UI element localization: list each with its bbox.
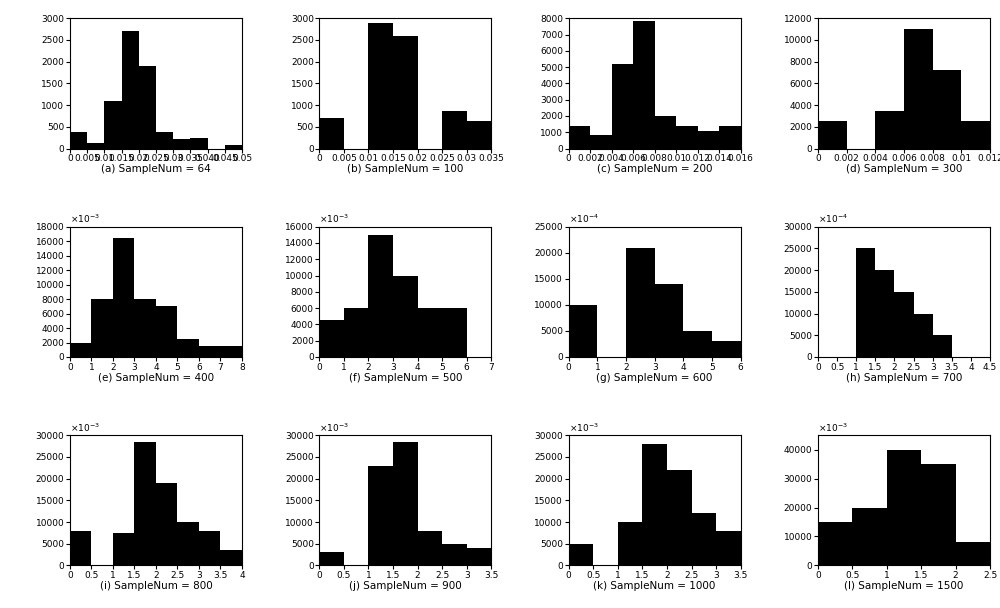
- Bar: [199, 346, 220, 357]
- Bar: [177, 339, 199, 357]
- X-axis label: (k) SampleNum = 1000: (k) SampleNum = 1000: [593, 581, 716, 592]
- Bar: [134, 441, 156, 565]
- Bar: [70, 133, 87, 148]
- Bar: [173, 139, 190, 148]
- Bar: [225, 145, 242, 148]
- Bar: [875, 111, 904, 148]
- Bar: [712, 341, 741, 357]
- Bar: [156, 306, 177, 357]
- Bar: [344, 308, 368, 357]
- Bar: [87, 143, 104, 148]
- X-axis label: (i) SampleNum = 800: (i) SampleNum = 800: [100, 581, 212, 592]
- Bar: [393, 275, 418, 357]
- Bar: [818, 122, 847, 148]
- Bar: [590, 136, 612, 148]
- Bar: [716, 531, 741, 565]
- Bar: [368, 235, 393, 357]
- Bar: [933, 335, 952, 357]
- Bar: [467, 548, 491, 565]
- X-axis label: (j) SampleNum = 900: (j) SampleNum = 900: [349, 581, 462, 592]
- X-axis label: (l) SampleNum = 1500: (l) SampleNum = 1500: [844, 581, 964, 592]
- Bar: [683, 331, 712, 357]
- X-axis label: (d) SampleNum = 300: (d) SampleNum = 300: [846, 165, 962, 174]
- Bar: [642, 444, 667, 565]
- Bar: [122, 31, 139, 148]
- Bar: [875, 270, 894, 357]
- Bar: [442, 544, 467, 565]
- Bar: [894, 292, 914, 357]
- Bar: [618, 522, 642, 565]
- Bar: [818, 522, 852, 565]
- Bar: [368, 22, 393, 148]
- X-axis label: (a) SampleNum = 64: (a) SampleNum = 64: [101, 165, 211, 174]
- Text: $\times\mathdefault{10^{-3}}$: $\times\mathdefault{10^{-3}}$: [818, 421, 848, 434]
- Bar: [113, 238, 134, 357]
- Bar: [319, 320, 344, 357]
- Bar: [220, 550, 242, 565]
- Bar: [914, 314, 933, 357]
- Bar: [933, 71, 961, 148]
- Bar: [467, 121, 491, 148]
- Bar: [655, 116, 676, 148]
- Bar: [569, 305, 597, 357]
- Bar: [442, 111, 467, 148]
- Text: $\times\mathdefault{10^{-3}}$: $\times\mathdefault{10^{-3}}$: [569, 421, 599, 434]
- Text: $\times\mathdefault{10^{-3}}$: $\times\mathdefault{10^{-3}}$: [319, 213, 349, 226]
- Bar: [676, 126, 698, 148]
- Bar: [633, 21, 655, 148]
- Text: $\times\mathdefault{10^{-4}}$: $\times\mathdefault{10^{-4}}$: [569, 213, 599, 226]
- Bar: [655, 284, 683, 357]
- Bar: [418, 531, 442, 565]
- Bar: [856, 249, 875, 357]
- Bar: [442, 308, 467, 357]
- X-axis label: (b) SampleNum = 100: (b) SampleNum = 100: [347, 165, 464, 174]
- Bar: [569, 544, 593, 565]
- Bar: [418, 308, 442, 357]
- Bar: [139, 66, 156, 148]
- Bar: [220, 346, 242, 357]
- Bar: [956, 542, 990, 565]
- Bar: [904, 29, 933, 148]
- Bar: [667, 470, 692, 565]
- Bar: [921, 464, 956, 565]
- Bar: [852, 508, 887, 565]
- Bar: [393, 36, 418, 148]
- X-axis label: (g) SampleNum = 600: (g) SampleNum = 600: [596, 373, 713, 383]
- Bar: [719, 126, 741, 148]
- X-axis label: (f) SampleNum = 500: (f) SampleNum = 500: [349, 373, 462, 383]
- Bar: [104, 101, 122, 148]
- Bar: [887, 450, 921, 565]
- Text: $\times\mathdefault{10^{-4}}$: $\times\mathdefault{10^{-4}}$: [818, 213, 848, 226]
- Bar: [612, 64, 633, 148]
- X-axis label: (h) SampleNum = 700: (h) SampleNum = 700: [846, 373, 962, 383]
- Bar: [156, 483, 177, 565]
- Bar: [961, 122, 990, 148]
- Text: $\times\mathdefault{10^{-3}}$: $\times\mathdefault{10^{-3}}$: [70, 213, 100, 226]
- Bar: [569, 126, 590, 148]
- Bar: [70, 342, 91, 357]
- Bar: [319, 553, 344, 565]
- Bar: [190, 138, 208, 148]
- Bar: [134, 299, 156, 357]
- Bar: [177, 522, 199, 565]
- Bar: [692, 513, 716, 565]
- Bar: [70, 531, 91, 565]
- Text: $\times\mathdefault{10^{-3}}$: $\times\mathdefault{10^{-3}}$: [319, 421, 349, 434]
- Bar: [368, 466, 393, 565]
- Bar: [113, 533, 134, 565]
- X-axis label: (c) SampleNum = 200: (c) SampleNum = 200: [597, 165, 712, 174]
- Text: $\times\mathdefault{10^{-3}}$: $\times\mathdefault{10^{-3}}$: [70, 421, 100, 434]
- Bar: [91, 299, 113, 357]
- Bar: [156, 133, 173, 148]
- X-axis label: (e) SampleNum = 400: (e) SampleNum = 400: [98, 373, 214, 383]
- Bar: [319, 118, 344, 148]
- Bar: [698, 131, 719, 148]
- Bar: [199, 531, 220, 565]
- Bar: [626, 247, 655, 357]
- Bar: [393, 441, 418, 565]
